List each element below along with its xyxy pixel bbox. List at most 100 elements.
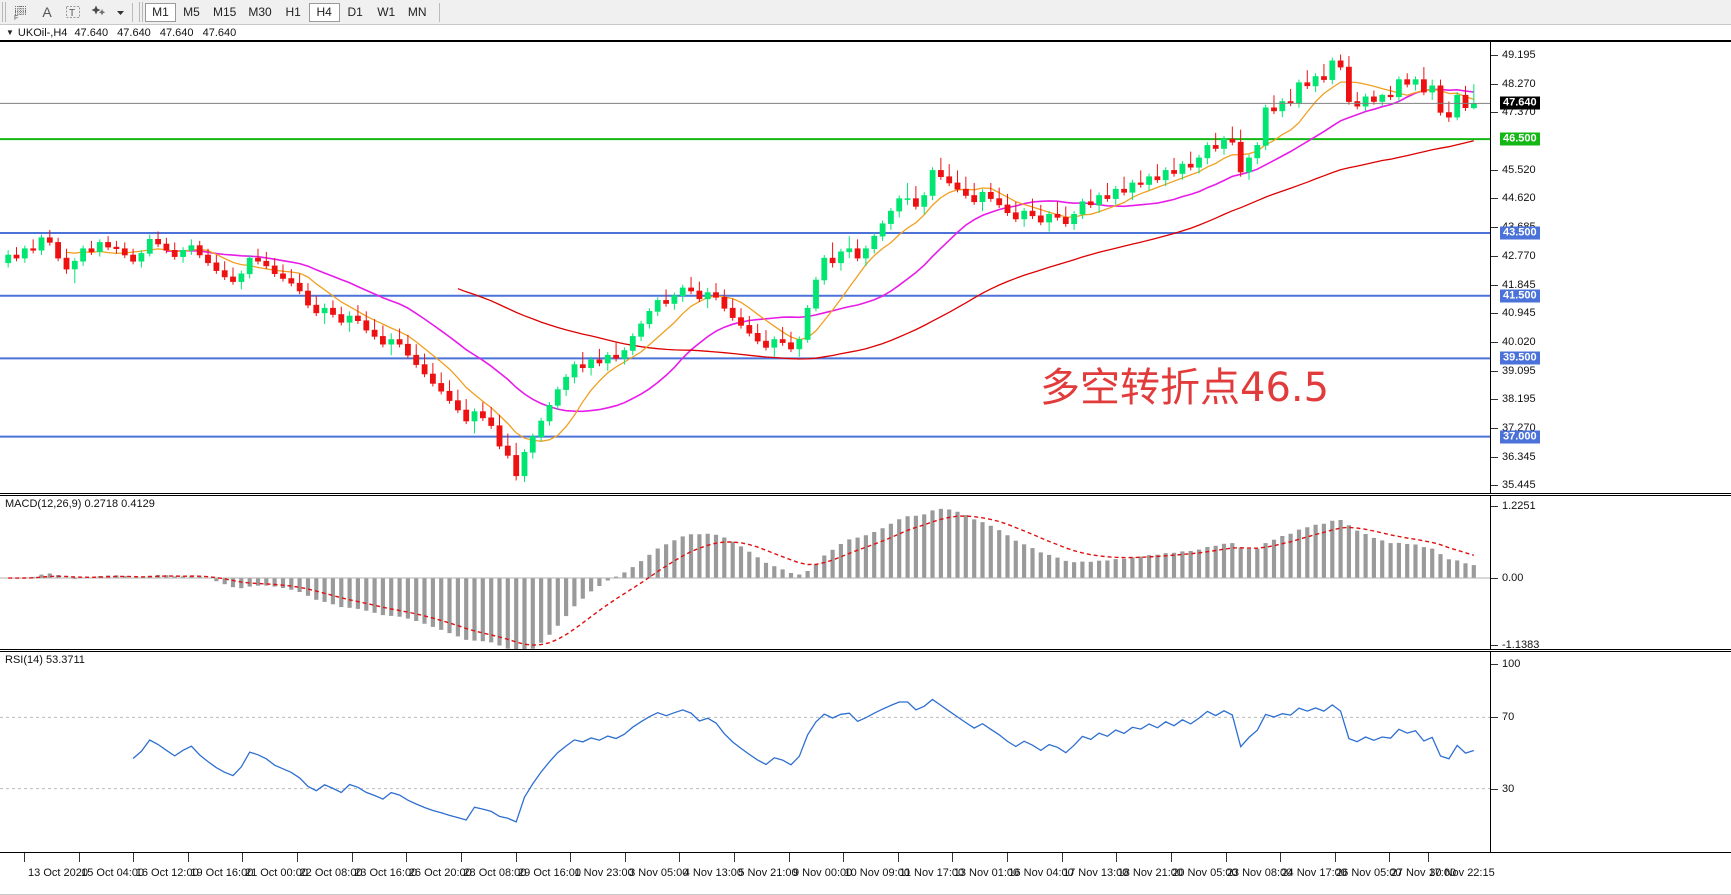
- macd-scale-label: -1.1383: [1502, 639, 1540, 651]
- time-axis-label: 22 Oct 08:00: [299, 867, 363, 879]
- price-scale-label: 36.345: [1502, 451, 1536, 464]
- price-scale-box-label: 47.640: [1500, 96, 1540, 110]
- price-scale-box-label: 46.500: [1500, 132, 1540, 146]
- timeframe-grip[interactable]: [139, 2, 145, 22]
- symbol-label: UKOil-,H4: [17, 26, 68, 39]
- macd-scale-label: 1.2251: [1502, 500, 1536, 512]
- time-axis-tick: [624, 853, 626, 862]
- price-chart-pane[interactable]: 多空转折点46.5 49.195 48.270 47.640 47.370 46.500…: [0, 41, 1731, 494]
- time-axis-tick: [406, 853, 408, 862]
- time-axis-label: 23 Nov 08:00: [1226, 867, 1293, 879]
- price-scale-label: 45.520: [1502, 163, 1536, 176]
- price-scale-tick: [1491, 371, 1498, 372]
- timeframe-m5[interactable]: M5: [183, 5, 200, 19]
- time-axis-label: 1 Nov 23:00: [574, 867, 634, 879]
- timeframe-m1[interactable]: M1: [145, 2, 176, 22]
- text-tool-glyph: A: [42, 4, 52, 20]
- time-axis-label: 13 Oct 2020: [28, 867, 88, 879]
- rsi-scale-label: 70: [1502, 711, 1515, 724]
- toolbar-divider: [132, 2, 133, 22]
- price-scale-tick: [1491, 313, 1498, 315]
- time-axis-label: 28 Oct 08:00: [463, 867, 527, 879]
- time-axis[interactable]: 13 Oct 2020 15 Oct 04:00 16 Oct 12:00 19 Oc…: [0, 853, 1731, 895]
- svg-text:F: F: [14, 15, 18, 21]
- time-axis-label: 16 Oct 12:00: [135, 867, 199, 879]
- price-scale-tick: [1491, 399, 1498, 401]
- price-scale-tick: [1491, 83, 1498, 85]
- macd-scale-tick: [1491, 645, 1498, 646]
- time-axis-label: 29 Oct 16:00: [518, 867, 582, 879]
- text-tool-icon[interactable]: A: [34, 1, 60, 24]
- rsi-scale-tick: [1491, 788, 1498, 790]
- time-axis-tick: [1007, 853, 1009, 862]
- time-axis-tick: [952, 853, 954, 862]
- timeframe-m15[interactable]: M15: [213, 5, 237, 19]
- rsi-scale-label: 100: [1502, 658, 1521, 670]
- time-axis-tick: [242, 853, 244, 862]
- time-axis-label: 18 Nov 21:00: [1117, 867, 1184, 879]
- ohlc-high: 47.640: [117, 26, 151, 39]
- time-axis-tick: [351, 853, 353, 862]
- rsi-pane[interactable]: RSI(14) 53.3711 100 70 30: [0, 651, 1731, 853]
- time-axis-tick: [24, 853, 25, 862]
- timeframe-d1[interactable]: D1: [347, 5, 363, 19]
- objects-icon[interactable]: [86, 1, 112, 24]
- price-scale-label: 38.195: [1502, 393, 1536, 406]
- time-axis-tick: [788, 853, 790, 862]
- macd-scale-tick: [1491, 578, 1498, 580]
- text-label-icon[interactable]: T: [60, 1, 86, 24]
- rsi-scale-tick: [1491, 664, 1498, 665]
- macd-plot-area[interactable]: MACD(12,26,9) 0.2718 0.4129: [0, 496, 1490, 649]
- price-scale-label: 42.770: [1502, 249, 1536, 262]
- macd-series-layer: [0, 508, 1490, 649]
- candlestick-layer: [0, 54, 1490, 483]
- macd-pane[interactable]: MACD(12,26,9) 0.2718 0.4129 1.2251 0.00 -1…: [0, 495, 1731, 651]
- price-scale-box-label: 43.500: [1500, 226, 1540, 240]
- timeframe-m30[interactable]: M30: [248, 5, 272, 19]
- rsi-scale: 100 70 30: [1490, 652, 1731, 852]
- time-axis-label: 30 Nov 22:15: [1429, 867, 1495, 879]
- price-scale-tick: [1491, 255, 1498, 257]
- time-axis-tick: [1334, 853, 1336, 862]
- price-scale[interactable]: 49.195 48.270 47.640 47.370 46.500 45.520 44.6…: [1490, 42, 1731, 493]
- timeframe-mn[interactable]: MN: [407, 5, 427, 19]
- time-axis-tick: [734, 853, 735, 862]
- timeframe-h1[interactable]: H1: [285, 5, 301, 19]
- time-axis-label: 27 Nov 17:00: [1390, 867, 1457, 879]
- price-scale-label: 48.270: [1502, 77, 1536, 90]
- timeframe-w1[interactable]: W1: [377, 5, 396, 19]
- price-scale-tick: [1491, 169, 1498, 171]
- objects-dropdown-icon[interactable]: [112, 1, 128, 24]
- time-axis-tick: [1170, 853, 1172, 862]
- crosshair-icon[interactable]: F: [8, 1, 34, 24]
- chevron-down-icon[interactable]: ▼: [6, 27, 14, 37]
- timeframe-h4[interactable]: H4: [308, 2, 340, 22]
- price-scale-tick: [1491, 227, 1498, 229]
- time-axis-label: 4 Nov 13:00: [683, 867, 744, 879]
- rsi-series-layer: [0, 698, 1490, 823]
- symbol-info-bar: ▼ UKOil-,H4 47.640 47.640 47.640 47.640: [0, 25, 1731, 41]
- rsi-title: RSI(14) 53.3711: [5, 654, 85, 666]
- ohlc-open: 47.640: [74, 26, 109, 39]
- time-axis-label: 3 Nov 05:00: [629, 867, 689, 879]
- rsi-plot-area[interactable]: RSI(14) 53.3711: [0, 652, 1490, 852]
- ohlc-low: 47.640: [159, 26, 194, 39]
- price-scale-label: 40.020: [1502, 336, 1536, 349]
- time-axis-label: 20 Nov 05:00: [1172, 867, 1238, 879]
- time-axis-label: 19 Oct 16:00: [190, 867, 254, 879]
- time-axis-tick: [297, 853, 299, 862]
- price-scale-label: 44.620: [1502, 191, 1536, 204]
- time-axis-tick: [843, 853, 845, 862]
- price-plot-area[interactable]: 多空转折点46.5: [0, 42, 1490, 493]
- time-axis-tick: [460, 853, 462, 862]
- price-scale-label: 47.370: [1502, 105, 1536, 118]
- time-axis-label: 5 Nov 21:00: [738, 867, 798, 879]
- price-scale-tick: [1491, 428, 1498, 430]
- price-scale-tick: [1491, 197, 1498, 199]
- chart-annotation-text: 多空转折点46.5: [1040, 365, 1330, 412]
- toolbar-grip[interactable]: [2, 2, 8, 22]
- price-scale-label: 41.845: [1502, 278, 1536, 291]
- time-axis-tick: [1428, 853, 1429, 862]
- time-axis-tick: [78, 853, 80, 862]
